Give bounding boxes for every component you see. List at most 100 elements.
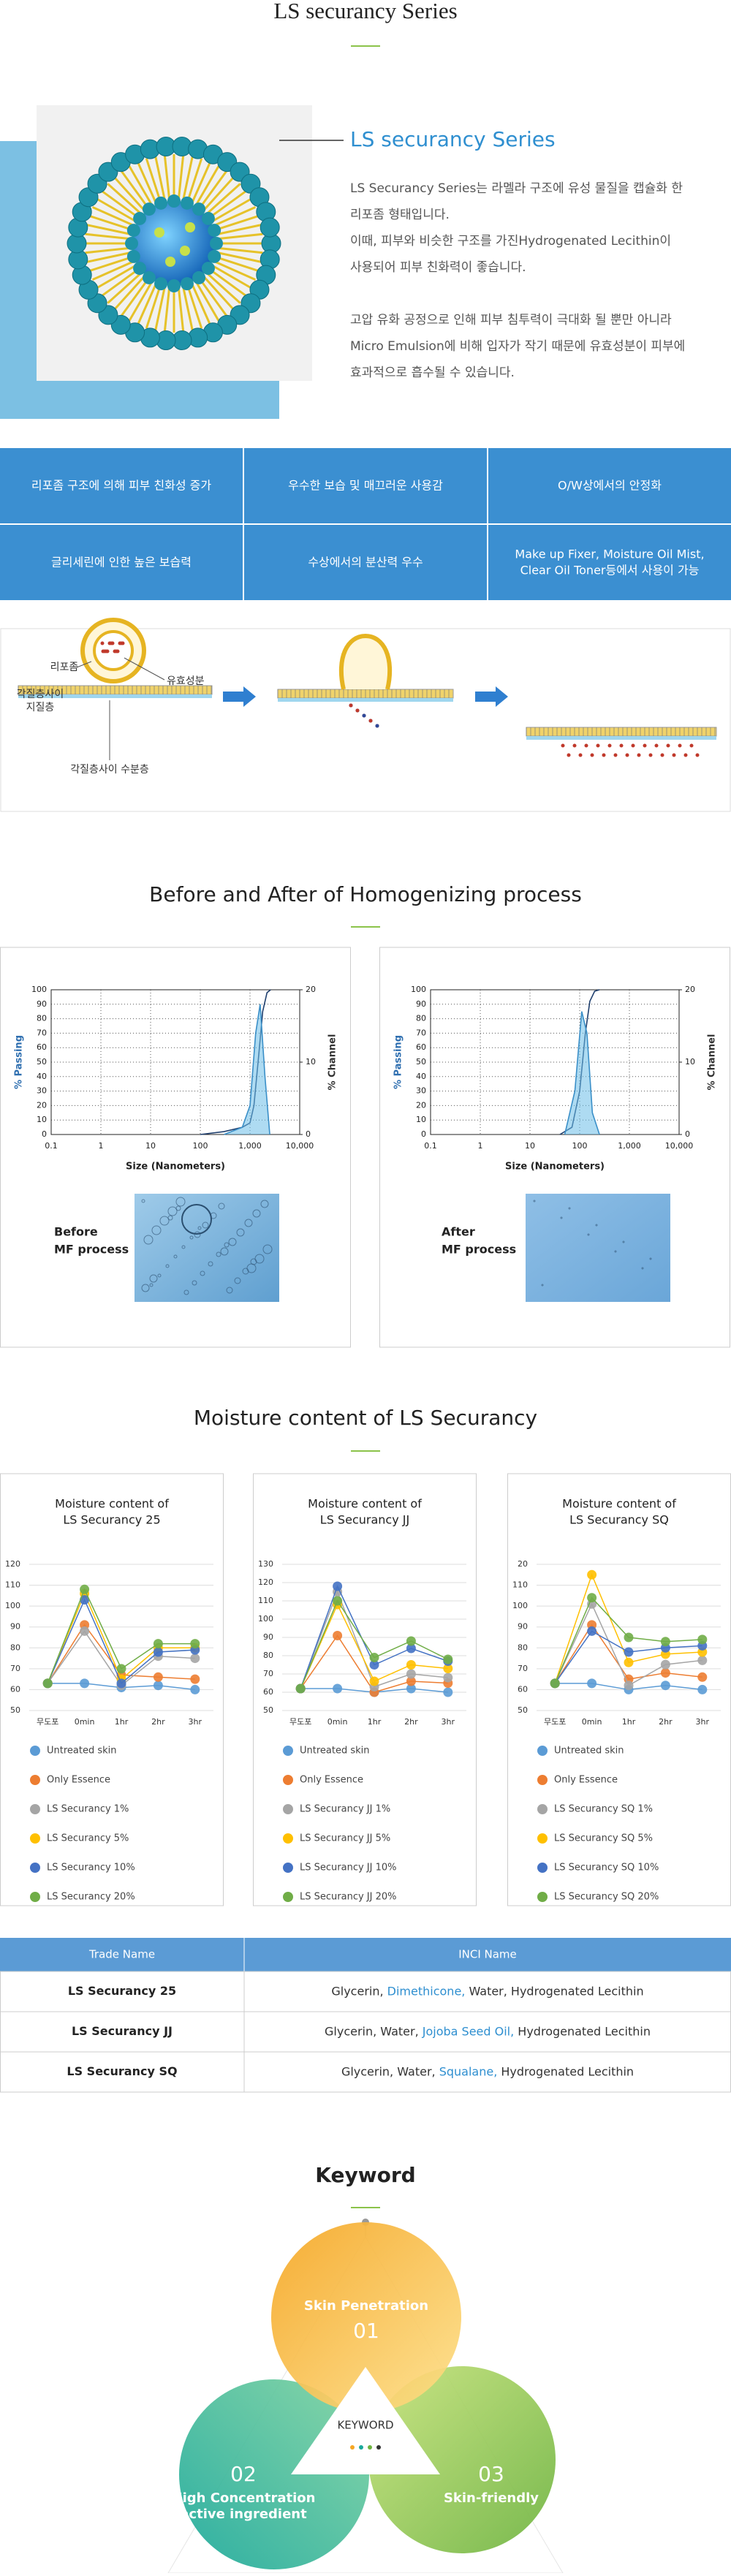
lipid-tail (128, 165, 153, 205)
y-tick-label: 30 (37, 1086, 47, 1096)
series-marker (443, 1687, 453, 1697)
lipid-tail (154, 156, 166, 200)
legend-label: LS Securancy JJ 20% (300, 1892, 396, 1903)
y-tick-label: 70 (263, 1669, 273, 1678)
lipid-tail (203, 176, 235, 211)
feature-text: 글리세린에 인한 높은 보습력 (51, 556, 192, 569)
active-dot (375, 724, 379, 728)
inci-part: Hydrogenated Lecithin (514, 2024, 651, 2038)
lipid-tail (107, 183, 141, 214)
lipid-tail (182, 287, 194, 331)
lipid-tail (163, 154, 171, 199)
series-marker (443, 1654, 453, 1664)
x-tick-label: 1,000 (238, 1141, 262, 1151)
chart-title: LS Securancy 25 (63, 1513, 160, 1527)
micro-particle (151, 1225, 162, 1235)
dot (376, 2445, 381, 2450)
series-marker (190, 1674, 200, 1684)
lipid-head (192, 270, 206, 284)
active-dot (678, 743, 682, 748)
micro-particle (173, 1254, 178, 1259)
diagram-label: 각질층사이 (17, 689, 64, 700)
intro-text: LS Securancy Series는 라멜라 구조에 유성 물질을 캡슐화 … (350, 181, 683, 196)
chart-title: LS Securancy SQ (569, 1513, 669, 1527)
caption: After (442, 1225, 475, 1239)
series-marker (153, 1639, 163, 1649)
chart-title: LS Securancy JJ (320, 1513, 409, 1527)
table-header-cell: INCI Name (458, 1948, 517, 1961)
diagram-label: 유효성분 (167, 675, 205, 687)
lipid-tail (200, 170, 227, 208)
x-axis-label: Size (Nanometers) (126, 1162, 225, 1173)
keyword-center: KEYWORD (337, 2419, 393, 2432)
lipid-tail (195, 281, 220, 322)
lipid-tail (113, 176, 145, 211)
droplet (165, 257, 175, 267)
lipid-head (208, 224, 221, 238)
lipid-tail (218, 251, 262, 263)
lipid-tail (210, 269, 247, 297)
series-marker (153, 1681, 163, 1691)
micro-particle (175, 1197, 186, 1207)
y-tick-label: 100 (31, 985, 47, 994)
x-tick-label: 0min (75, 1717, 95, 1727)
feature-cell (244, 525, 487, 600)
label-leader (76, 661, 92, 668)
y2-tick-label: 10 (306, 1057, 316, 1067)
y2-tick-label: 20 (685, 985, 695, 994)
micro-particle (220, 1247, 229, 1256)
micro-particle (157, 1273, 162, 1278)
active-dot (613, 753, 618, 757)
y2-tick-label: 0 (306, 1129, 311, 1139)
series-marker (660, 1681, 670, 1691)
y-tick-label: 100 (512, 1601, 528, 1610)
lipid-tail (182, 156, 194, 200)
series-marker (587, 1678, 597, 1689)
lipid-tail (96, 197, 136, 222)
series-marker (624, 1632, 634, 1643)
micro-particle (149, 1274, 158, 1283)
lipid-head (125, 237, 138, 250)
legend-swatch (537, 1775, 548, 1785)
lipid-tail (128, 281, 153, 322)
micro-particle (197, 1226, 202, 1230)
active-dot (368, 719, 373, 723)
lipid-tail (85, 246, 129, 254)
x-tick-label: 1,000 (618, 1141, 641, 1151)
y-tick-label: 0 (421, 1129, 426, 1139)
micro-particle (641, 1267, 644, 1270)
y-tick-label: 90 (416, 999, 426, 1009)
y-tick-label: 80 (416, 1014, 426, 1023)
water-layer (18, 694, 212, 698)
lipid-tail (121, 279, 148, 317)
micro-particle (143, 1235, 154, 1245)
active-dot (619, 743, 624, 748)
x-tick-label: 무도포 (544, 1717, 566, 1727)
lipid-tail (191, 284, 211, 326)
y-tick-label: 40 (37, 1072, 47, 1081)
lipid-head (192, 202, 206, 216)
water-layer (278, 698, 453, 702)
liposome-illustration (67, 136, 281, 351)
micro-particle (614, 1250, 617, 1253)
legend-swatch (283, 1863, 293, 1873)
diagram-label: 각질층사이 수분층 (70, 764, 149, 776)
micro-particle (250, 1258, 257, 1265)
keyword-number: 01 (353, 2319, 379, 2343)
intro-text: Micro Emulsion에 비해 입자가 작기 때문에 유효성분이 피부에 (350, 339, 685, 354)
intro-text: 효과적으로 흡수될 수 있습니다. (350, 365, 515, 380)
page-title: LS securancy Series (273, 0, 457, 23)
legend-swatch (537, 1892, 548, 1902)
lipid-tail (145, 286, 162, 329)
chart-title: Moisture content of (55, 1497, 169, 1511)
micro-particle (649, 1257, 652, 1260)
lipid-tail (88, 256, 132, 273)
chart-title: Moisture content of (562, 1497, 676, 1511)
channel-line (564, 1011, 600, 1135)
y-tick-label: 20 (37, 1100, 47, 1110)
lipid-head (201, 262, 215, 276)
y-tick-label: 20 (518, 1559, 528, 1569)
legend-swatch (537, 1746, 548, 1756)
lipid-head (201, 211, 215, 225)
inci-part: Glycerin, Water, (325, 2024, 423, 2038)
